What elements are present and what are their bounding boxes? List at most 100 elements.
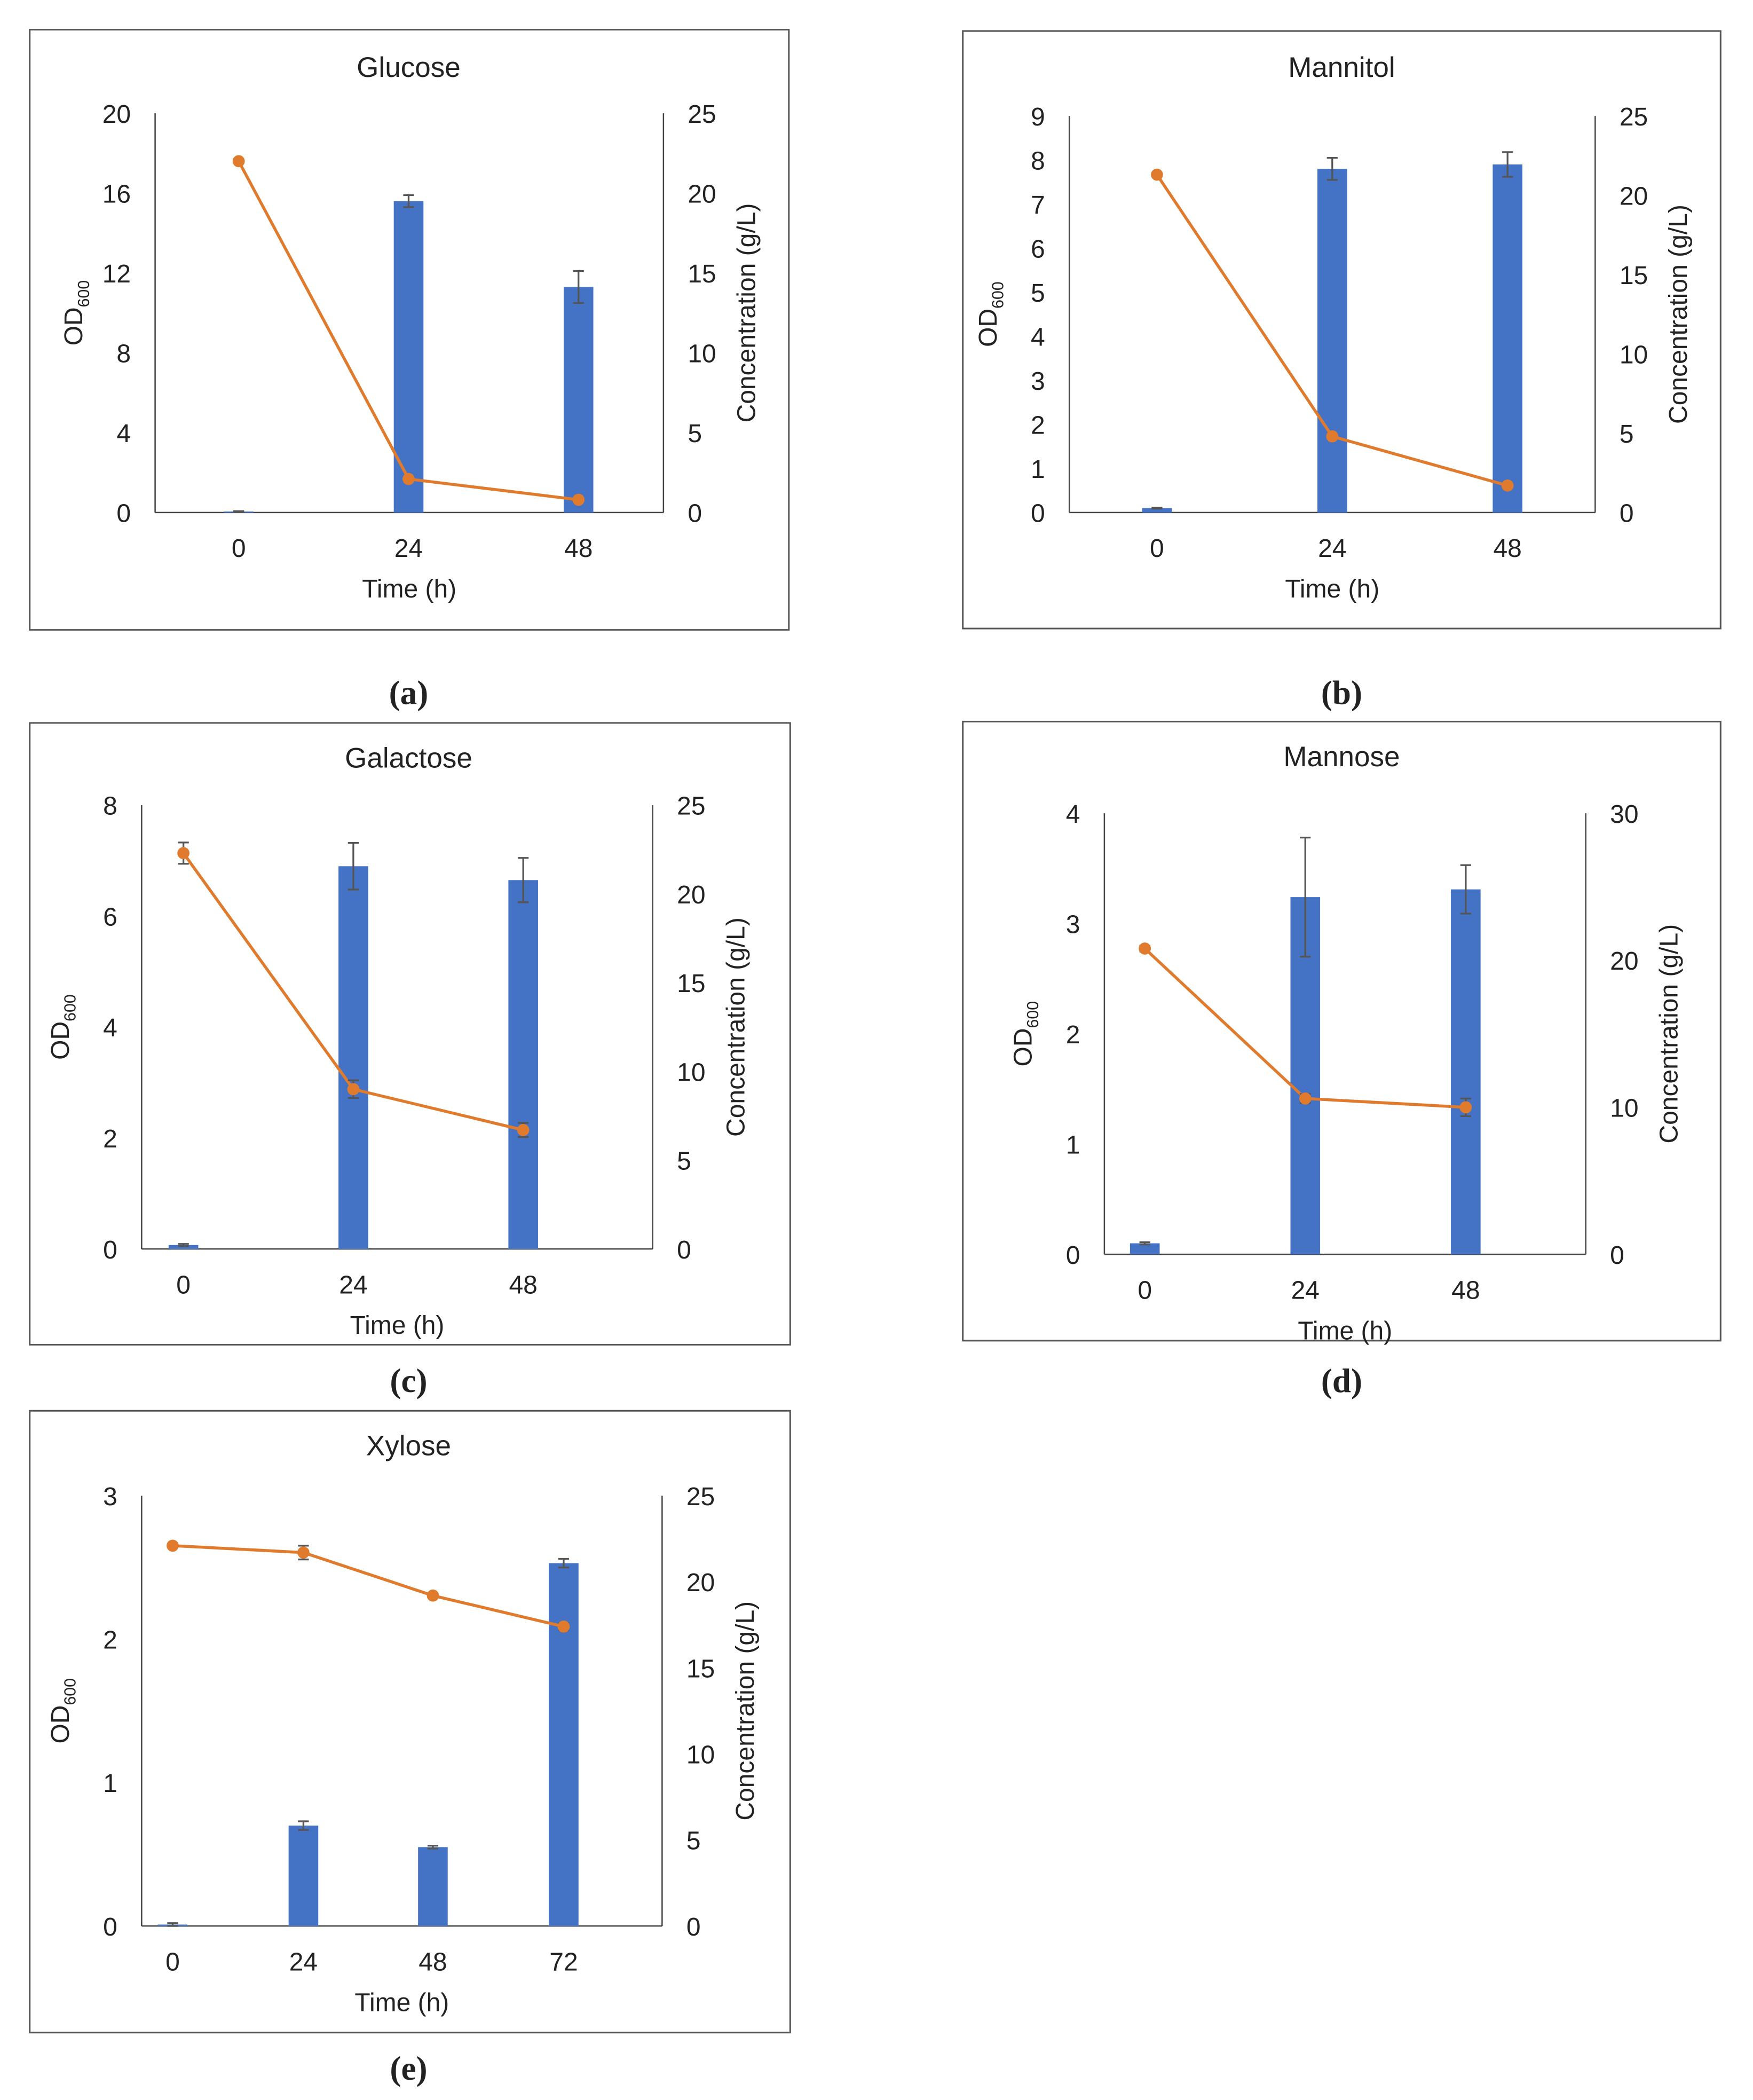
concentration-point — [1299, 1092, 1312, 1105]
y2-tick-label: 15 — [688, 260, 716, 288]
y2-tick-label: 5 — [1620, 420, 1634, 449]
y2-tick-label: 10 — [1610, 1095, 1638, 1123]
chart-title: Mannitol — [1288, 52, 1395, 83]
y2-tick-label: 15 — [1620, 262, 1648, 290]
y-tick-label: 8 — [1031, 147, 1045, 175]
y-tick-label: 0 — [116, 500, 131, 528]
y2-axis-title: Concentration (g/L) — [1655, 924, 1683, 1144]
concentration-point — [1326, 430, 1339, 443]
panel-caption: (d) — [1321, 1362, 1362, 1399]
od-bar — [549, 1563, 579, 1926]
y-tick-label: 6 — [1031, 235, 1045, 263]
x-tick-label: 48 — [509, 1271, 537, 1299]
x-tick-label: 24 — [394, 534, 423, 563]
concentration-point — [297, 1546, 310, 1559]
concentration-point — [1151, 168, 1163, 181]
x-tick-label: 0 — [176, 1271, 191, 1299]
y2-axis-title: Concentration (g/L) — [731, 1601, 760, 1821]
x-axis-title: Time (h) — [354, 1988, 449, 2017]
y-axis-title: OD600 — [1009, 1001, 1042, 1067]
x-axis-title: Time (h) — [350, 1311, 445, 1340]
od-bar — [1451, 889, 1481, 1255]
concentration-point — [1139, 942, 1151, 955]
x-tick-label: 48 — [1493, 534, 1521, 563]
y-tick-label: 4 — [116, 420, 131, 448]
y2-tick-label: 10 — [677, 1058, 705, 1087]
x-tick-label: 48 — [418, 1948, 447, 1977]
y-axis-title-sub: 600 — [75, 280, 93, 308]
chart-frame — [29, 29, 790, 631]
od-bar — [508, 880, 538, 1249]
y-tick-label: 0 — [1066, 1241, 1080, 1270]
y-axis-title-main: OD — [46, 1705, 75, 1744]
y2-tick-label: 20 — [677, 881, 705, 909]
y-axis-title-sub: 600 — [1024, 1001, 1042, 1028]
x-tick-label: 24 — [289, 1948, 318, 1977]
panel-caption: (a) — [389, 674, 429, 712]
od-bar — [418, 1847, 448, 1926]
od-bar — [393, 201, 424, 513]
y2-axis-title: Concentration (g/L) — [722, 917, 750, 1137]
y-axis-title-sub: 600 — [62, 1678, 80, 1705]
y-axis-title-main: OD — [974, 309, 1002, 347]
y-axis-title: OD600 — [46, 994, 80, 1060]
y2-tick-label: 25 — [677, 792, 705, 821]
od-bar — [1130, 1243, 1160, 1255]
panel-caption: (b) — [1321, 674, 1362, 712]
chart-frame — [29, 722, 791, 1346]
y-axis-title: OD600 — [974, 281, 1007, 347]
x-axis-title: Time (h) — [1298, 1317, 1392, 1345]
chart-frame — [29, 1410, 791, 2034]
x-tick-label: 48 — [564, 534, 593, 563]
panel-caption: (e) — [390, 2050, 427, 2087]
y2-tick-label: 0 — [1610, 1241, 1624, 1270]
x-axis-title: Time (h) — [1285, 575, 1379, 603]
y2-tick-label: 0 — [686, 1913, 701, 1941]
y-tick-label: 7 — [1031, 191, 1045, 219]
y-tick-label: 4 — [1031, 324, 1045, 352]
y2-axis-title: Concentration (g/L) — [1664, 205, 1693, 424]
chart-frame — [962, 720, 1722, 1342]
concentration-point — [517, 1123, 530, 1136]
y-axis-title: OD600 — [60, 280, 93, 346]
y2-tick-label: 20 — [1610, 947, 1638, 976]
x-tick-label: 0 — [232, 534, 246, 563]
y-tick-label: 2 — [103, 1626, 117, 1655]
y2-tick-label: 20 — [1620, 182, 1648, 210]
x-tick-label: 0 — [1138, 1277, 1152, 1305]
od-bar — [563, 287, 594, 513]
od-bar — [1142, 508, 1172, 513]
concentration-point — [177, 847, 189, 860]
y2-tick-label: 20 — [686, 1569, 715, 1597]
y-tick-label: 2 — [103, 1125, 117, 1153]
y2-tick-label: 15 — [677, 970, 705, 998]
y2-tick-label: 10 — [1620, 341, 1648, 369]
y-axis-title-main: OD — [46, 1021, 75, 1060]
y-tick-label: 1 — [1066, 1131, 1080, 1159]
y2-tick-label: 10 — [686, 1741, 715, 1769]
y-axis-title: OD600 — [46, 1678, 80, 1744]
chart-title: Mannose — [1283, 741, 1400, 773]
x-axis-title: Time (h) — [362, 575, 456, 603]
y-tick-label: 8 — [116, 340, 131, 368]
concentration-point — [427, 1589, 439, 1602]
y-tick-label: 2 — [1031, 412, 1045, 440]
y2-tick-label: 5 — [686, 1827, 701, 1855]
y2-tick-label: 25 — [686, 1483, 715, 1511]
y2-axis-title: Concentration (g/L) — [733, 203, 761, 423]
x-tick-label: 24 — [1318, 534, 1346, 563]
concentration-point — [232, 155, 245, 168]
y2-tick-label: 0 — [688, 500, 702, 528]
y-tick-label: 12 — [102, 260, 131, 288]
panel-caption: (c) — [390, 1362, 427, 1399]
y-tick-label: 5 — [1031, 279, 1045, 308]
y-tick-label: 0 — [1031, 500, 1045, 528]
od-bar — [1317, 169, 1347, 513]
y2-tick-label: 0 — [1620, 500, 1634, 528]
concentration-line — [172, 1544, 564, 1629]
y-tick-label: 3 — [103, 1483, 117, 1511]
od-bar — [338, 866, 368, 1249]
